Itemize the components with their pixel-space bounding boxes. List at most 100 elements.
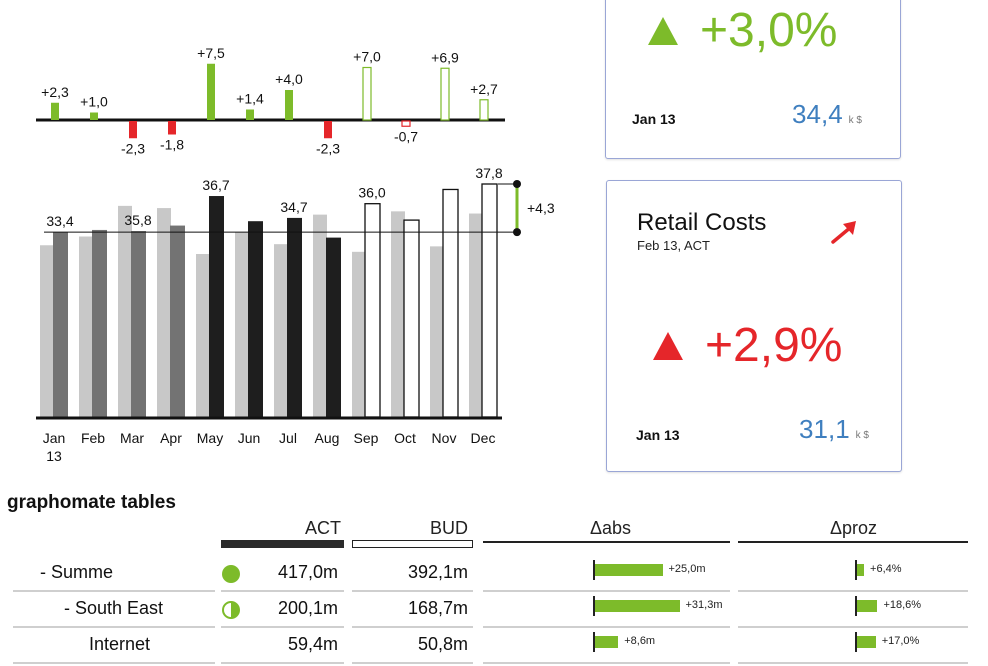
table-row[interactable]: - Summe 417,0m 392,1m +25,0m +6,4% xyxy=(0,556,988,592)
kpi-date: Jan 13 xyxy=(636,427,680,443)
row-separator xyxy=(738,590,968,592)
variance-bar xyxy=(246,109,254,120)
variance-bar xyxy=(129,121,137,139)
x-tick-label: Aug xyxy=(315,430,340,446)
x-tick-label: Jan xyxy=(43,430,66,446)
x-tick-label: Jun xyxy=(238,430,261,446)
act-value: 200,1m xyxy=(277,598,338,618)
x-tick-label: Feb xyxy=(81,430,105,446)
dproz-header-line xyxy=(738,541,968,543)
variance-label: -1,8 xyxy=(160,137,184,153)
dabs-axis xyxy=(593,560,595,580)
prev-year-bar xyxy=(79,236,93,417)
act-header-bar xyxy=(221,540,344,548)
kpi-value: 34,4 k $ xyxy=(792,99,862,130)
prev-year-bar xyxy=(430,246,444,417)
variance-label: +1,0 xyxy=(80,94,108,110)
dproz-axis xyxy=(855,632,857,652)
row-label: - Summe xyxy=(40,562,114,582)
row-separator xyxy=(738,626,968,628)
dproz-label: +17,0% xyxy=(881,635,920,647)
kpi-value-unit: k $ xyxy=(855,430,869,441)
variance-label: -0,7 xyxy=(394,128,418,144)
variance-bar xyxy=(479,99,489,121)
actual-bar xyxy=(248,221,263,417)
x-tick-label: Nov xyxy=(432,430,457,446)
variance-bar xyxy=(401,120,411,127)
actual-bar xyxy=(131,231,146,417)
row-label: - South East xyxy=(64,598,164,618)
dproz-bar xyxy=(857,600,878,612)
kpi-date: Jan 13 xyxy=(632,111,676,127)
prev-year-bar xyxy=(313,214,327,417)
variance-label: +2,3 xyxy=(41,84,69,100)
kpi-card-top[interactable]: +3,0% Jan 13 34,4 k $ xyxy=(605,0,901,159)
bud-value: 392,1m xyxy=(407,562,468,582)
row-separator xyxy=(13,626,215,628)
variance-bar xyxy=(168,121,176,135)
variance-bar xyxy=(90,112,98,120)
difference-marker-bottom xyxy=(513,228,521,237)
kpi-value-number: 31,1 xyxy=(799,414,850,444)
actual-bar xyxy=(92,229,107,417)
difference-label: +4,3 xyxy=(527,200,555,216)
difference-marker-top xyxy=(513,180,521,188)
x-tick-label: Apr xyxy=(160,430,182,446)
kpi-change: +3,0% xyxy=(648,3,837,58)
actual-bar xyxy=(442,188,459,418)
variance-bar xyxy=(362,66,372,121)
variance-label: -2,3 xyxy=(316,140,340,156)
bud-value: 50,8m xyxy=(417,634,468,654)
actual-bar xyxy=(403,219,420,418)
kpi-change-value: +3,0% xyxy=(700,4,838,57)
dabs-label: +25,0m xyxy=(668,563,706,575)
actual-bar xyxy=(209,196,224,417)
row-label: Internet xyxy=(89,634,151,654)
x-tick-label: Jul xyxy=(279,430,297,446)
value-label: 35,8 xyxy=(124,212,151,228)
row-separator xyxy=(221,626,344,628)
table-row[interactable]: Internet 59,4m 50,8m +8,6m +17,0% xyxy=(0,628,988,664)
row-separator xyxy=(352,626,473,628)
variance-label: +6,9 xyxy=(431,49,459,65)
row-separator xyxy=(483,590,730,592)
status-indicator-icon xyxy=(222,565,240,583)
bud-value: 168,7m xyxy=(407,598,468,618)
kpi-value-unit: k $ xyxy=(848,115,862,126)
variance-bar xyxy=(51,102,59,120)
prev-year-bar xyxy=(391,211,405,417)
status-indicator-icon xyxy=(222,601,240,619)
value-label: 34,7 xyxy=(280,199,307,215)
kpi-title: Retail Costs xyxy=(637,209,767,236)
dproz-bar xyxy=(857,636,876,648)
x-tick-label: Oct xyxy=(394,430,416,446)
arrow-up-right-icon xyxy=(831,221,856,244)
variance-bar xyxy=(324,121,332,139)
row-separator xyxy=(352,590,473,592)
dproz-axis xyxy=(855,596,857,616)
dabs-header-line xyxy=(483,541,730,543)
dabs-bar xyxy=(595,564,663,576)
variance-bar xyxy=(285,90,293,120)
kpi-card-retail-costs[interactable]: Retail Costs Feb 13, ACT +2,9% Jan 13 31… xyxy=(606,180,902,472)
row-separator xyxy=(221,590,344,592)
dproz-bar xyxy=(857,564,865,576)
header-delta-abs: Δabs xyxy=(590,518,632,538)
kpi-value: 31,1 k $ xyxy=(799,414,869,445)
x-tick-label: 13 xyxy=(46,448,62,464)
header-act: ACT xyxy=(305,518,341,538)
dproz-label: +6,4% xyxy=(870,563,902,575)
prev-year-bar xyxy=(196,254,210,417)
comparison-chart: 33,4 35,8 36,7 34,7 36,0 37,8 +4,3 Jan 13 Feb Mar A… xyxy=(36,165,555,464)
variance-label: +7,0 xyxy=(353,49,381,65)
kpi-change: +2,9% xyxy=(653,318,842,373)
x-tick-label: Sep xyxy=(354,430,379,446)
x-tick-label: Dec xyxy=(471,430,496,446)
actual-bar xyxy=(326,237,341,417)
variance-label: +4,0 xyxy=(275,71,303,87)
value-label: 36,7 xyxy=(202,177,229,193)
dabs-axis xyxy=(593,632,595,652)
variance-label: +7,5 xyxy=(197,45,225,61)
prev-year-bar xyxy=(274,244,288,417)
table-row[interactable]: - South East 200,1m 168,7m +31,3m +18,6% xyxy=(0,592,988,628)
